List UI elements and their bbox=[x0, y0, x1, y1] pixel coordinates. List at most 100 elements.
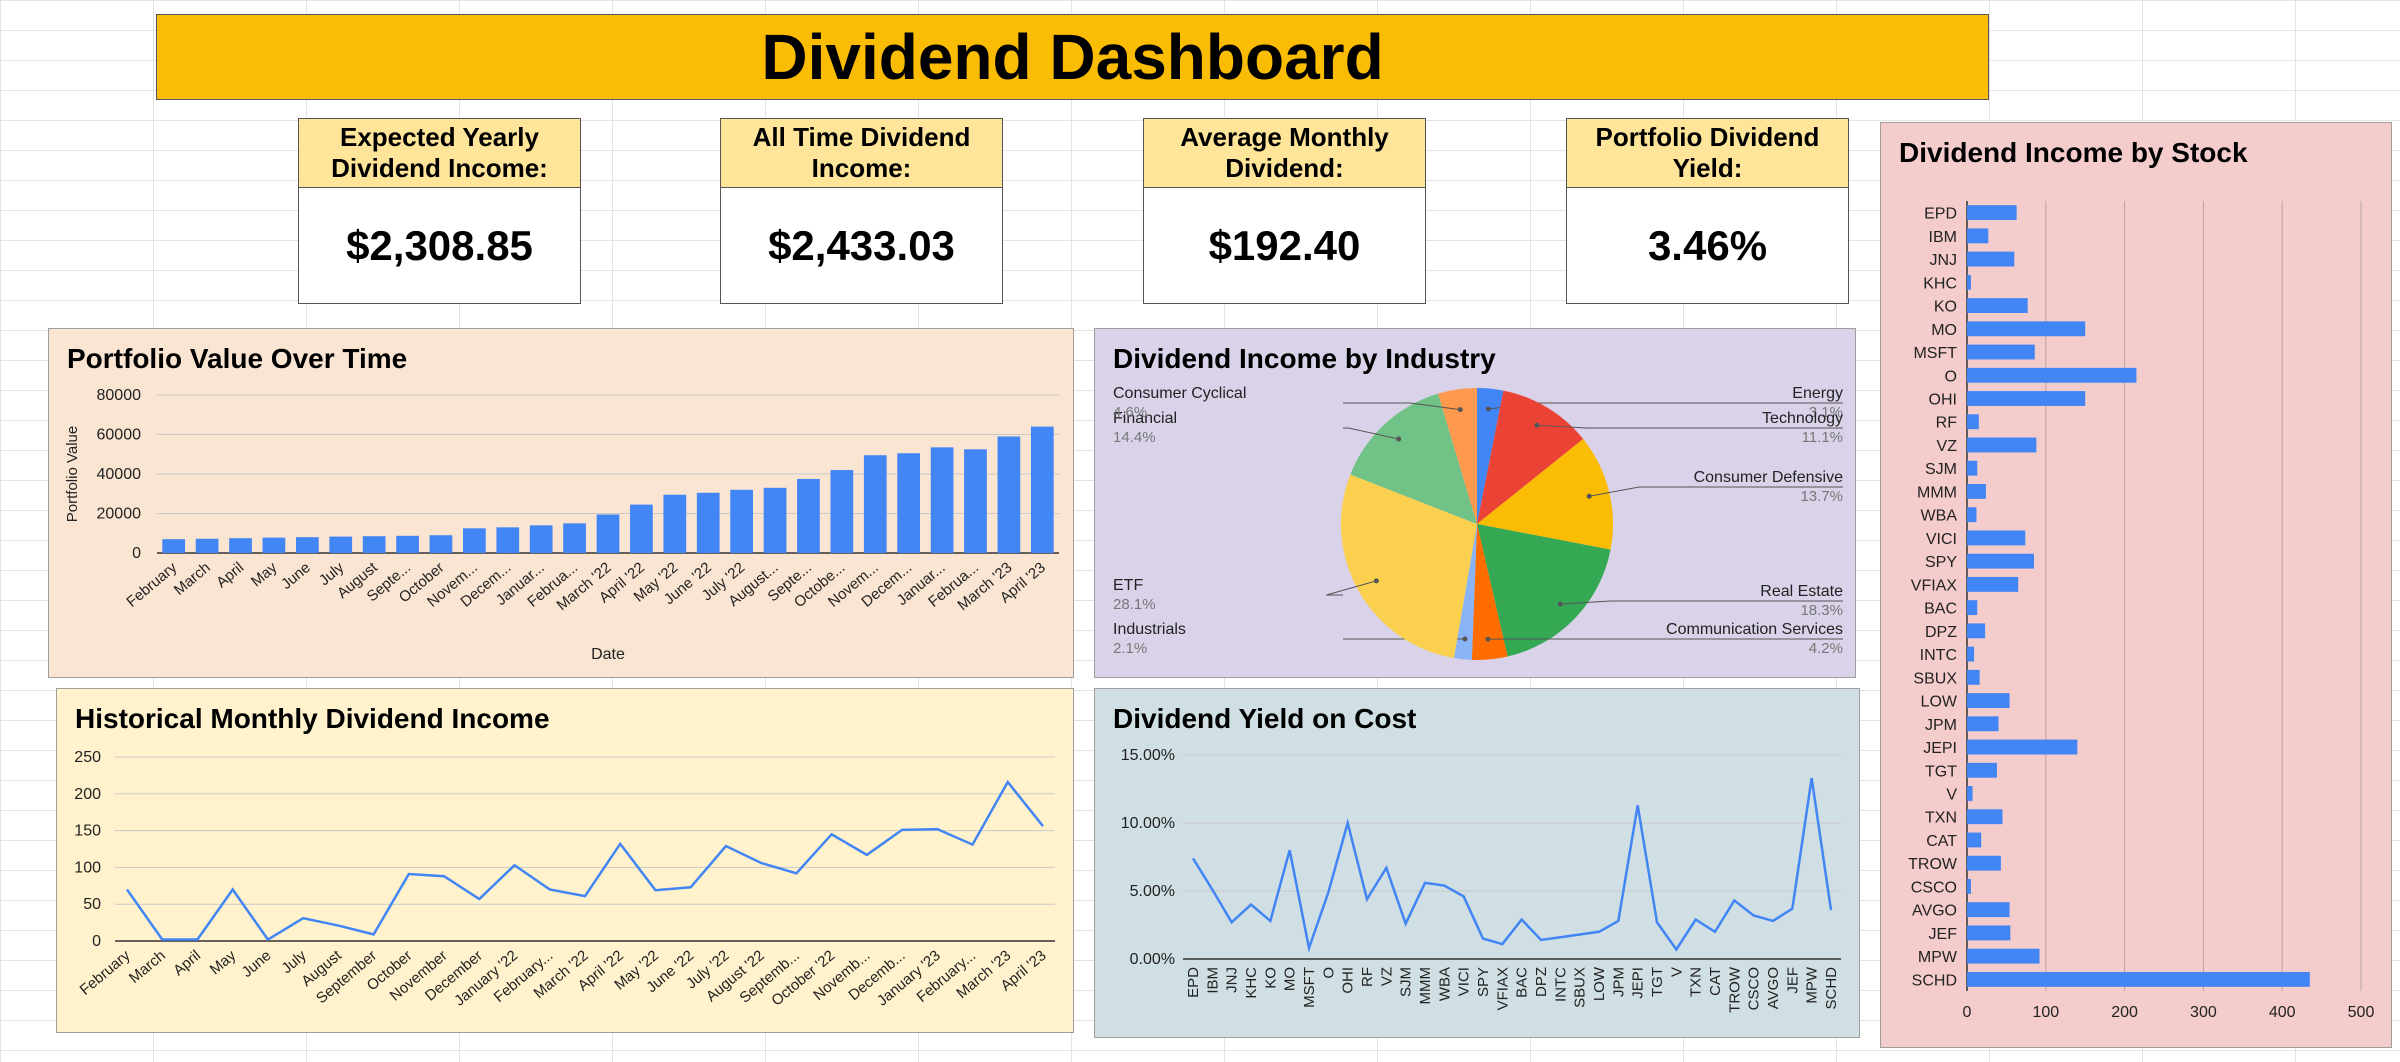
bar bbox=[1967, 553, 2034, 569]
slice-label: Consumer Cyclical bbox=[1113, 385, 1246, 402]
bar bbox=[964, 449, 987, 553]
bar bbox=[596, 514, 620, 553]
kpi-portfolio-yield: Portfolio Dividend Yield: 3.46% bbox=[1566, 118, 1849, 304]
y-tick-label: 15.00% bbox=[1121, 747, 1175, 764]
bar bbox=[529, 525, 553, 553]
leader-line bbox=[1536, 424, 1843, 429]
bar bbox=[1967, 344, 2035, 360]
y-tick-label: 5.00% bbox=[1130, 883, 1175, 900]
kpi-label: Expected Yearly Dividend Income: bbox=[299, 119, 580, 188]
pie-slice bbox=[1477, 524, 1611, 657]
y-tick-label: IBM bbox=[1929, 229, 1957, 246]
y-tick-label: VFIAX bbox=[1911, 577, 1958, 594]
bar bbox=[396, 535, 419, 553]
bar bbox=[1967, 716, 1999, 732]
x-tick-label: BAC bbox=[1514, 967, 1531, 998]
x-tick-label: May bbox=[207, 947, 240, 979]
y-tick-label: KO bbox=[1934, 299, 1957, 316]
x-tick-label: TROW bbox=[1726, 966, 1743, 1013]
chart-title: Historical Monthly Dividend Income bbox=[75, 703, 550, 734]
yield-on-cost-chart[interactable]: Dividend Yield on Cost 0.00% 5.00% 10.00% 1… bbox=[1094, 688, 1860, 1038]
slice-label: Industrials bbox=[1113, 621, 1186, 638]
kpi-expected-yearly-income: Expected Yearly Dividend Income: $2,308.… bbox=[298, 118, 581, 304]
bar bbox=[463, 528, 486, 553]
y-tick-label: JPM bbox=[1925, 717, 1957, 734]
slice-label: Consumer Defensive bbox=[1694, 469, 1844, 486]
y-tick-label: 0 bbox=[92, 933, 101, 950]
y-tick-label: 20000 bbox=[97, 506, 142, 523]
dashboard-title: Dividend Dashboard bbox=[156, 14, 1989, 100]
y-tick-label: CSCO bbox=[1911, 879, 1957, 896]
y-tick-label: BAC bbox=[1924, 601, 1957, 618]
bar bbox=[429, 535, 453, 553]
kpi-value: $2,308.85 bbox=[346, 222, 533, 269]
industry-pie-chart[interactable]: Dividend Income by Industry Energy 3.1% Te… bbox=[1094, 328, 1856, 678]
bar bbox=[830, 470, 854, 553]
bar bbox=[1967, 507, 1977, 523]
series-line bbox=[125, 779, 1044, 942]
y-tick-label: VZ bbox=[1937, 438, 1958, 455]
y-axis-title: Portfolio Value bbox=[64, 426, 81, 522]
bar bbox=[1967, 623, 1986, 639]
kpi-label: Average Monthly Dividend: bbox=[1144, 119, 1425, 188]
x-tick-label: MO bbox=[1282, 967, 1299, 991]
y-tick-label: TXN bbox=[1925, 810, 1957, 827]
x-tick-label: RF bbox=[1359, 967, 1376, 987]
portfolio-value-chart[interactable]: Portfolio Value Over Time 0 20000 40000 600… bbox=[48, 328, 1074, 678]
y-tick-label: VICI bbox=[1926, 531, 1957, 548]
bar bbox=[1967, 948, 2040, 964]
x-tick-label: SBUX bbox=[1572, 967, 1589, 1008]
y-tick-label: 200 bbox=[74, 786, 101, 803]
x-tick-label: INTC bbox=[1552, 967, 1569, 1002]
x-tick-label: LOW bbox=[1591, 966, 1608, 1001]
x-tick-label: 300 bbox=[2190, 1004, 2217, 1021]
y-tick-label: 50 bbox=[83, 896, 101, 913]
chart-title: Dividend Income by Industry bbox=[1113, 343, 1496, 374]
x-tick-label: 200 bbox=[2111, 1004, 2138, 1021]
leader-dot bbox=[1373, 578, 1379, 584]
bar bbox=[329, 536, 353, 553]
x-axis-title: Date bbox=[591, 646, 625, 663]
y-tick-label: WBA bbox=[1921, 508, 1958, 525]
x-tick-label: April bbox=[170, 947, 204, 979]
kpi-value: $2,433.03 bbox=[768, 222, 955, 269]
y-tick-label: AVGO bbox=[1912, 903, 1957, 920]
pie-slice bbox=[1438, 388, 1477, 524]
pie-slice bbox=[1477, 388, 1504, 524]
y-tick-label: OHI bbox=[1929, 392, 1957, 409]
x-tick-label: TXN bbox=[1688, 967, 1705, 997]
y-tick-label: 10.00% bbox=[1121, 815, 1175, 832]
y-tick-label: CAT bbox=[1926, 833, 1957, 850]
x-tick-label: EPD bbox=[1185, 967, 1202, 998]
y-tick-label: O bbox=[1945, 368, 1957, 385]
y-tick-label: RF bbox=[1936, 415, 1958, 432]
bar bbox=[1967, 484, 1986, 499]
y-tick-label: MMM bbox=[1917, 484, 1957, 501]
leader-dot bbox=[1462, 636, 1468, 642]
x-tick-label: JPM bbox=[1610, 967, 1627, 997]
leader-dot bbox=[1557, 601, 1563, 607]
chart-title: Dividend Yield on Cost bbox=[1113, 703, 1417, 734]
y-tick-label: MO bbox=[1931, 322, 1957, 339]
income-by-stock-chart[interactable]: Dividend Income by Stock 0 100 200 300 400 50… bbox=[1880, 122, 2392, 1048]
y-tick-label: EPD bbox=[1924, 206, 1957, 223]
leader-dot bbox=[1396, 436, 1402, 442]
y-tick-label: LOW bbox=[1921, 694, 1958, 711]
x-tick-label: KO bbox=[1262, 967, 1279, 989]
bar bbox=[1967, 786, 1973, 801]
bar bbox=[1967, 762, 1997, 778]
x-tick-label: VFIAX bbox=[1494, 967, 1511, 1010]
x-tick-label: MSFT bbox=[1301, 967, 1318, 1008]
monthly-dividend-chart[interactable]: Historical Monthly Dividend Income 0 50 10… bbox=[56, 688, 1074, 1033]
y-tick-label: INTC bbox=[1920, 647, 1957, 664]
x-tick-label: SPY bbox=[1475, 967, 1492, 997]
y-tick-label: 150 bbox=[74, 823, 101, 840]
bar bbox=[563, 523, 586, 553]
x-tick-label: CAT bbox=[1707, 967, 1724, 996]
bar bbox=[295, 537, 319, 553]
x-tick-label: TGT bbox=[1649, 967, 1666, 997]
chart-title: Portfolio Value Over Time bbox=[67, 343, 408, 374]
y-tick-label: 0 bbox=[132, 545, 141, 562]
bar bbox=[763, 487, 787, 553]
